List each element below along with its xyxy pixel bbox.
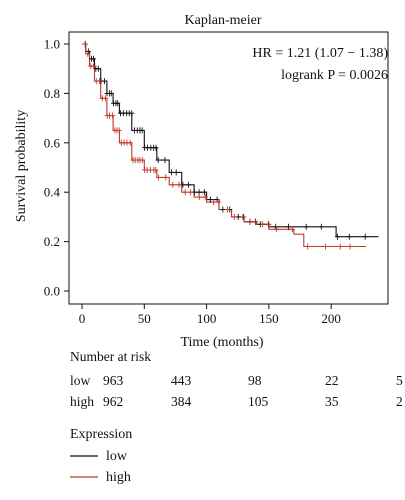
censor-mark-high — [188, 189, 194, 196]
censor-mark-low — [273, 223, 279, 230]
censor-mark-high — [224, 206, 230, 213]
censor-mark-high — [140, 157, 145, 164]
censor-mark-high — [127, 139, 133, 146]
x-tick-label: 150 — [259, 311, 279, 326]
censor-mark-low — [185, 181, 191, 188]
risk-value: 98 — [248, 373, 262, 388]
censor-mark-high — [231, 213, 237, 220]
y-tick-label: 1.0 — [44, 37, 60, 52]
censor-mark-high — [247, 218, 253, 225]
censor-mark-high — [253, 218, 259, 225]
censor-mark-low — [173, 169, 179, 176]
x-tick-label: 50 — [138, 311, 151, 326]
censor-mark-high — [289, 226, 295, 233]
plot-area: 0 50 100 150 200 0.0 0.2 0.4 0.6 0.8 1.0 — [44, 31, 389, 326]
censor-mark-high — [156, 174, 162, 181]
censor-mark-high — [305, 243, 311, 250]
censor-mark-high — [110, 112, 115, 119]
censor-mark-high — [91, 63, 97, 70]
censor-mark-low — [162, 157, 168, 164]
censor-mark-high — [211, 199, 217, 206]
risk-value: 105 — [248, 394, 269, 409]
censor-mark-low — [207, 196, 213, 203]
censor-marks — [82, 41, 368, 250]
censor-mark-high — [116, 127, 122, 134]
y-tick-label: 0.2 — [44, 234, 60, 249]
risk-value: 384 — [171, 394, 192, 409]
censor-mark-high — [273, 226, 279, 233]
censor-mark-high — [260, 221, 266, 228]
censor-mark-high — [347, 243, 353, 250]
risk-value: 2 — [396, 394, 403, 409]
y-tick-label: 0.6 — [44, 135, 61, 150]
censor-mark-low — [286, 223, 291, 230]
censor-mark-high — [176, 181, 182, 188]
censor-mark-high — [102, 95, 108, 102]
y-tick-label: 0.4 — [44, 185, 61, 200]
censor-mark-low — [201, 189, 207, 196]
number-at-risk-table: Number at risk low 963 443 98 22 5 high 962 384 1… — [70, 349, 403, 409]
censor-mark-low — [108, 90, 114, 97]
censor-mark-low — [303, 223, 309, 230]
legend: Expression low high — [70, 427, 132, 485]
legend-label: high — [106, 470, 131, 485]
censor-mark-low — [85, 48, 91, 55]
risk-value: 35 — [325, 394, 339, 409]
censor-mark-high — [216, 199, 222, 206]
censor-mark-high — [202, 194, 208, 201]
legend-label: low — [106, 449, 128, 464]
censor-mark-high — [266, 221, 272, 228]
censor-mark-low — [139, 127, 145, 134]
censor-mark-high — [85, 50, 91, 57]
censor-mark-low — [335, 233, 340, 240]
x-tick-label: 200 — [321, 311, 341, 326]
censor-mark-high — [153, 167, 159, 173]
hazard-ratio-text: HR = 1.21 (1.07 − 1.38) — [252, 46, 388, 61]
risk-value: 443 — [171, 373, 192, 388]
censor-mark-low — [115, 100, 121, 107]
censor-mark-high — [240, 213, 246, 220]
risk-value: 5 — [396, 373, 403, 388]
risk-value: 22 — [325, 373, 339, 388]
legend-title: Expression — [70, 427, 132, 442]
risk-table-title: Number at risk — [70, 349, 151, 364]
x-axis-title: Time (months) — [180, 335, 263, 350]
censor-mark-high — [96, 78, 102, 85]
censor-mark-low — [346, 233, 352, 240]
x-axis: 0 50 100 150 200 — [79, 304, 341, 326]
censor-mark-high — [163, 174, 169, 181]
y-axis-title: Survival probability — [14, 110, 29, 222]
y-tick-label: 0.8 — [44, 86, 60, 101]
censor-mark-high — [196, 194, 202, 201]
censor-mark-low — [101, 78, 107, 85]
chart-title: Kaplan-meier — [185, 13, 262, 28]
censor-mark-low — [153, 144, 159, 151]
plot-frame — [68, 31, 389, 305]
censor-mark-high — [337, 243, 343, 250]
censor-mark-low — [155, 157, 161, 164]
censor-mark-low — [91, 55, 96, 62]
y-axis: 0.0 0.2 0.4 0.6 0.8 1.0 — [44, 37, 69, 299]
censor-mark-low — [129, 110, 135, 117]
censor-mark-high — [82, 41, 88, 47]
censor-mark-high — [322, 243, 328, 250]
y-tick-label: 0.0 — [44, 284, 60, 299]
censor-mark-low — [220, 206, 226, 213]
censor-mark-high — [182, 189, 188, 196]
censor-mark-low — [318, 223, 324, 230]
x-tick-label: 100 — [197, 311, 217, 326]
censor-mark-low — [169, 169, 174, 176]
risk-row-label: low — [70, 373, 91, 388]
censor-mark-low — [95, 65, 101, 72]
risk-value: 962 — [103, 394, 123, 409]
x-tick-label: 0 — [79, 311, 86, 326]
censor-mark-low — [362, 233, 368, 240]
logrank-p-text: logrank P = 0.0026 — [281, 68, 388, 83]
risk-row-label: high — [70, 394, 94, 409]
risk-value: 963 — [103, 373, 124, 388]
censor-mark-high — [170, 181, 176, 188]
